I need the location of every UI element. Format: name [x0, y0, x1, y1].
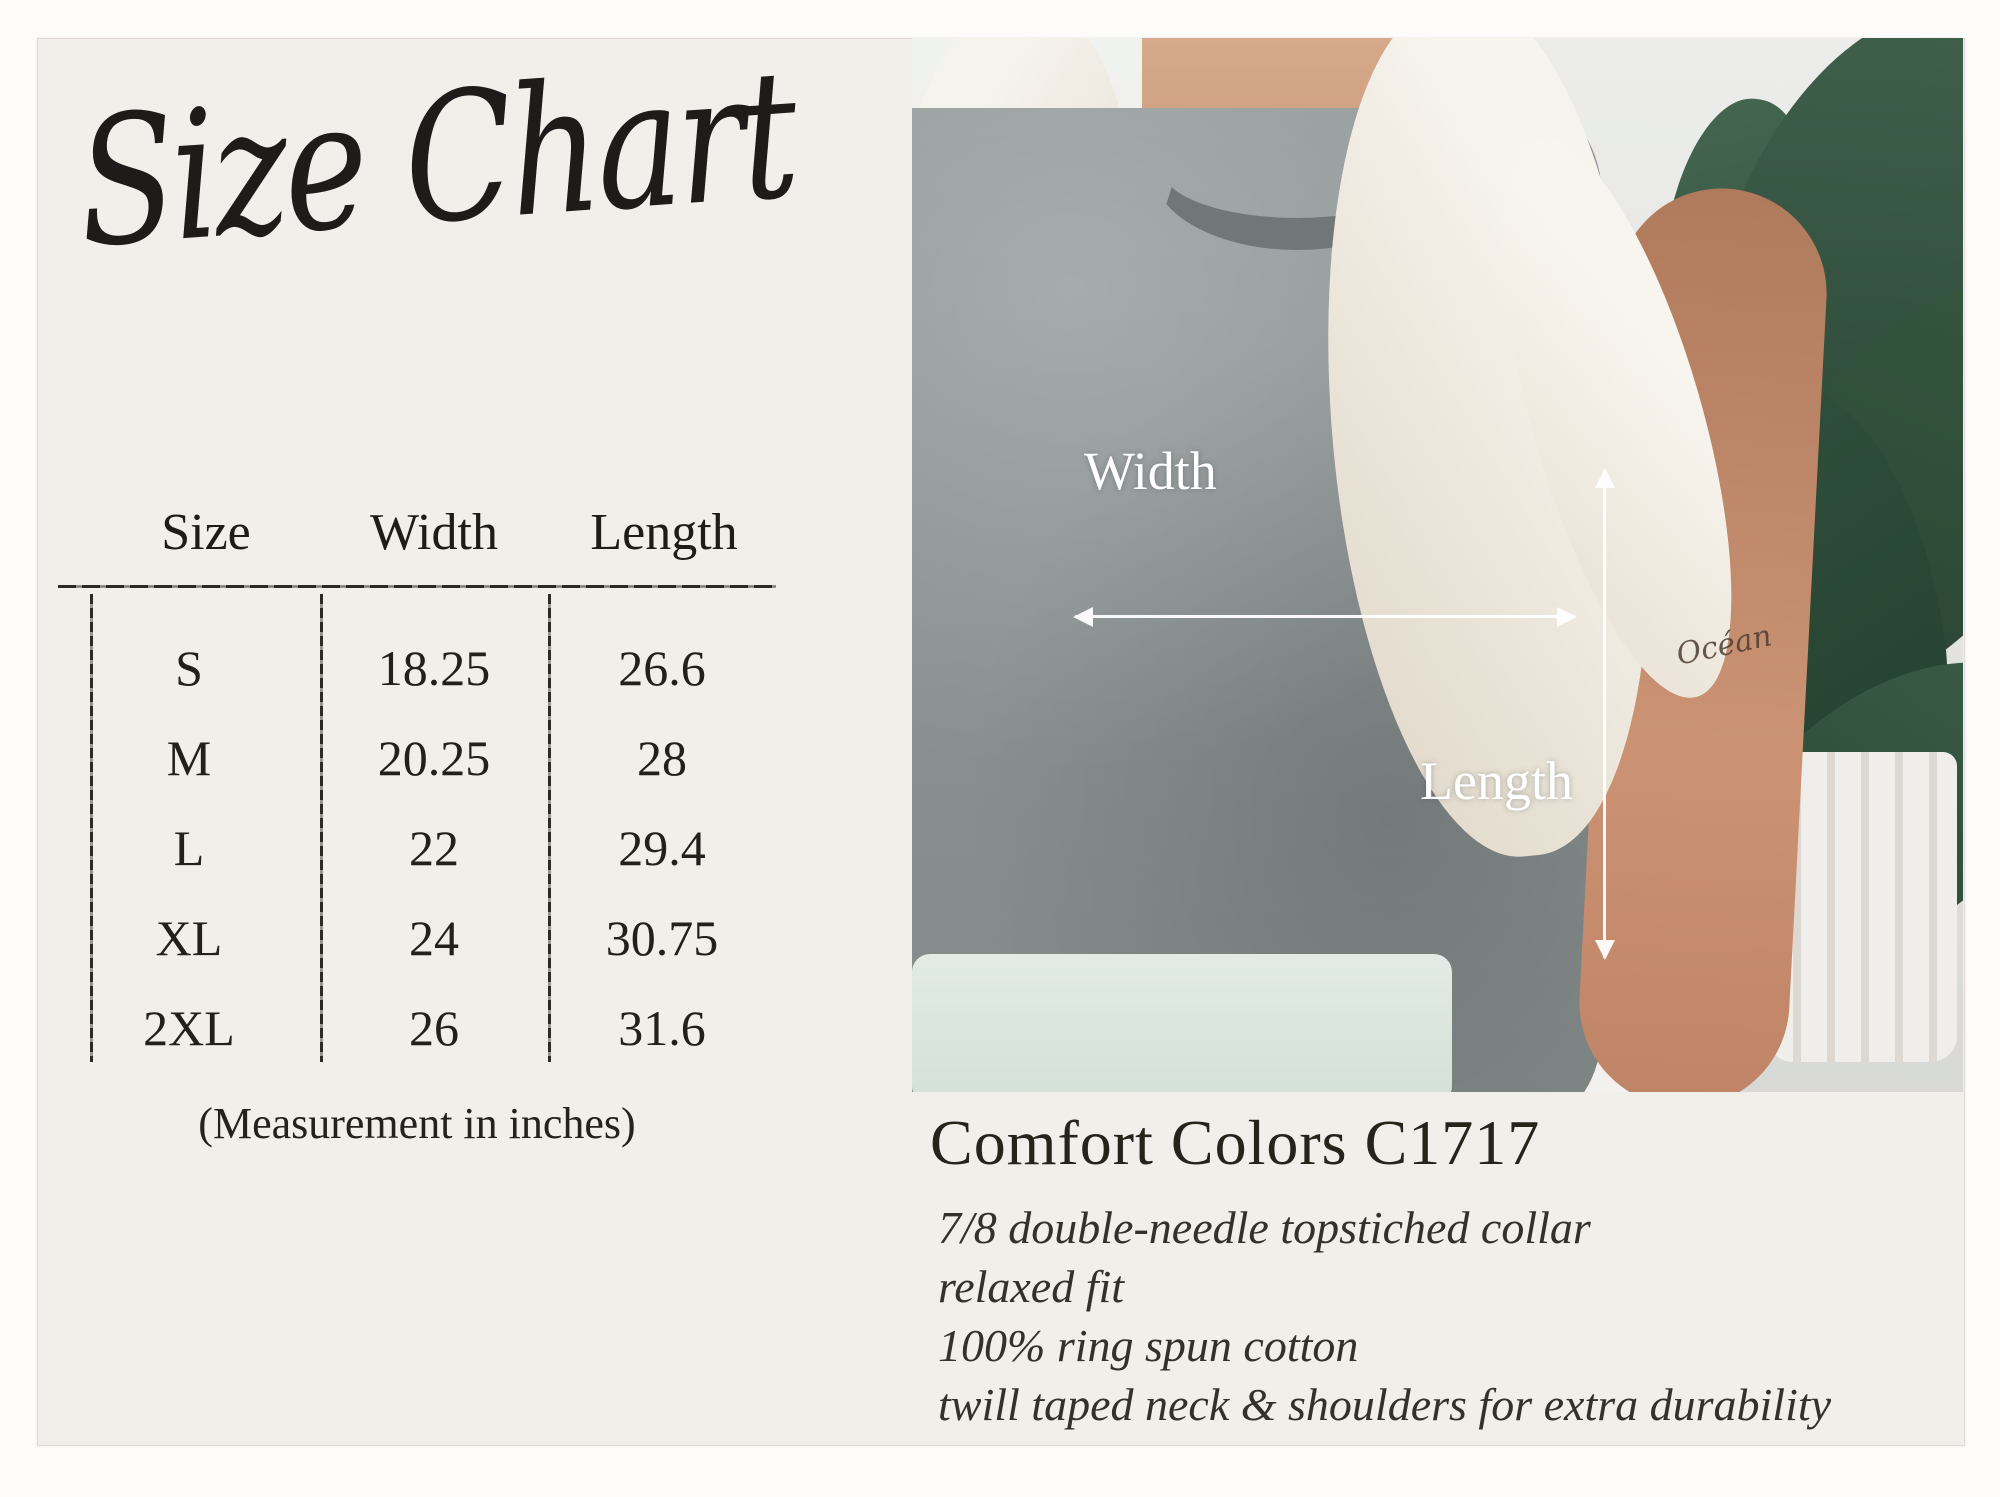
table-header-width: Width — [370, 504, 498, 561]
measurement-units-caption: (Measurement in inches) — [198, 1099, 636, 1148]
length-arrow — [1595, 468, 1615, 960]
cell-length: 29.4 — [618, 820, 706, 876]
width-arrow — [1073, 607, 1577, 627]
table-row: L 22 29.4 — [58, 803, 776, 893]
jeans — [912, 954, 1452, 1092]
length-annotation-label: Length — [1420, 751, 1573, 811]
cell-size: XL — [155, 910, 223, 966]
arrowhead-down — [1595, 940, 1615, 960]
cell-width: 26 — [409, 1000, 459, 1056]
table-top-rule — [58, 585, 776, 588]
table-divider-width-length — [548, 594, 551, 1062]
cell-width: 20.25 — [377, 730, 491, 786]
cell-length: 30.75 — [605, 910, 719, 966]
cell-width: 18.25 — [377, 640, 491, 696]
table-left-rule — [90, 594, 93, 1062]
table-header-length: Length — [590, 504, 738, 561]
product-details: 7/8 double-needle topstiched collar rela… — [938, 1198, 1948, 1434]
table-row: S 18.25 26.6 — [58, 623, 776, 713]
width-annotation-label: Width — [1084, 441, 1217, 501]
cell-width: 24 — [409, 910, 459, 966]
cell-size: S — [175, 640, 203, 696]
product-detail: 7/8 double-needle topstiched collar — [938, 1202, 1591, 1253]
product-detail: relaxed fit — [938, 1261, 1125, 1312]
cell-length: 26.6 — [618, 640, 706, 696]
product-detail: twill taped neck & shoulders for extra d… — [938, 1379, 1832, 1430]
table-row: XL 24 30.75 — [58, 893, 776, 983]
arrowhead-right — [1557, 607, 1577, 627]
arrowhead-left — [1073, 607, 1093, 627]
product-photo: Océan Width Length — [912, 38, 1963, 1092]
table-row: M 20.25 28 — [58, 713, 776, 803]
cell-width: 22 — [409, 820, 459, 876]
cell-size: M — [166, 730, 212, 786]
arrowhead-up — [1595, 468, 1615, 488]
product-heading: Comfort Colors C1717 — [930, 1107, 1541, 1178]
cell-length: 28 — [637, 730, 687, 786]
cell-length: 31.6 — [618, 1000, 706, 1056]
cell-size: 2XL — [143, 1000, 235, 1056]
table-row: 2XL 26 31.6 — [58, 983, 776, 1073]
table-header-size: Size — [161, 504, 251, 561]
table-divider-size-width — [320, 594, 323, 1062]
cell-size: L — [173, 820, 205, 876]
product-detail: 100% ring spun cotton — [938, 1320, 1359, 1371]
